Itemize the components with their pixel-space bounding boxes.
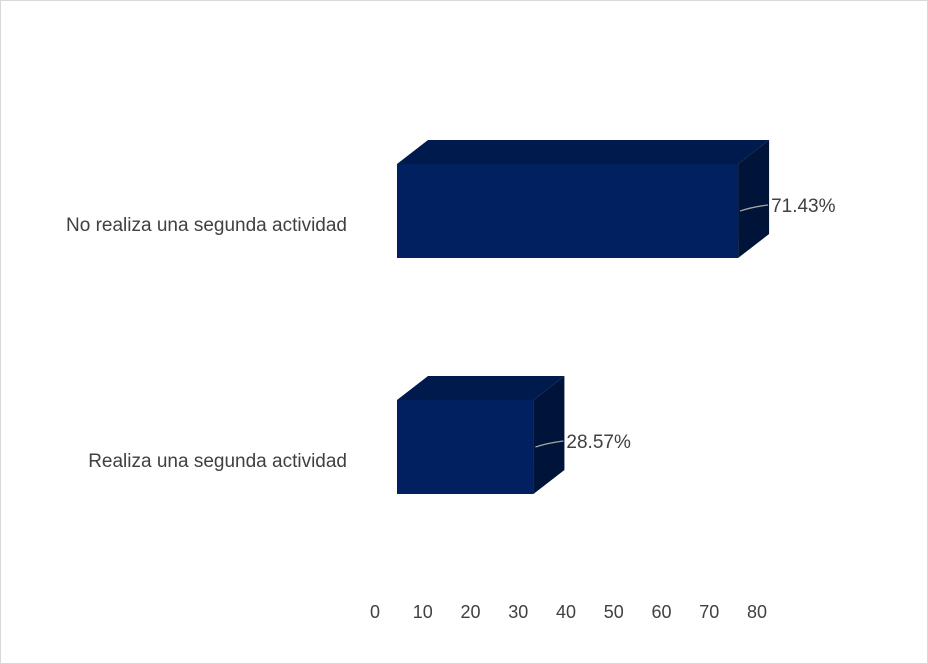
x-tick-label-40: 40 — [556, 602, 576, 622]
bar-realiza-una-segunda-actividad — [397, 376, 565, 494]
x-tick-label-60: 60 — [651, 602, 671, 622]
x-tick-label-80: 80 — [747, 602, 767, 622]
data-label-realiza-una-segunda-actividad: 28.57% — [566, 432, 631, 453]
x-tick-label-10: 10 — [413, 602, 433, 622]
bar-side-face — [533, 376, 565, 494]
bar-front-face — [397, 400, 534, 494]
x-tick-label-50: 50 — [604, 602, 624, 622]
bar-series — [397, 140, 770, 494]
leader-line — [535, 440, 564, 448]
x-tick-label-20: 20 — [460, 602, 480, 622]
bar-front-face — [397, 164, 739, 258]
x-tick-label-0: 0 — [370, 602, 380, 622]
category-labels: No realiza una segunda actividad Realiza … — [66, 215, 347, 472]
bar-side-face — [738, 140, 770, 258]
category-label-no-realiza-una-segunda-actividad: No realiza una segunda actividad — [66, 215, 347, 236]
leader-line — [739, 204, 769, 212]
data-labels: 71.43% 28.57% — [535, 196, 836, 453]
category-label-realiza-una-segunda-actividad: Realiza una segunda actividad — [88, 451, 347, 472]
x-tick-label-70: 70 — [699, 602, 719, 622]
x-tick-label-30: 30 — [508, 602, 528, 622]
data-label-no-realiza-una-segunda-actividad: 71.43% — [771, 196, 836, 217]
x-axis: 0 10 20 30 40 50 60 70 80 — [370, 602, 767, 622]
bar-top-face — [397, 140, 770, 164]
bar-no-realiza-una-segunda-actividad — [397, 140, 770, 258]
bar-top-face — [397, 376, 565, 400]
